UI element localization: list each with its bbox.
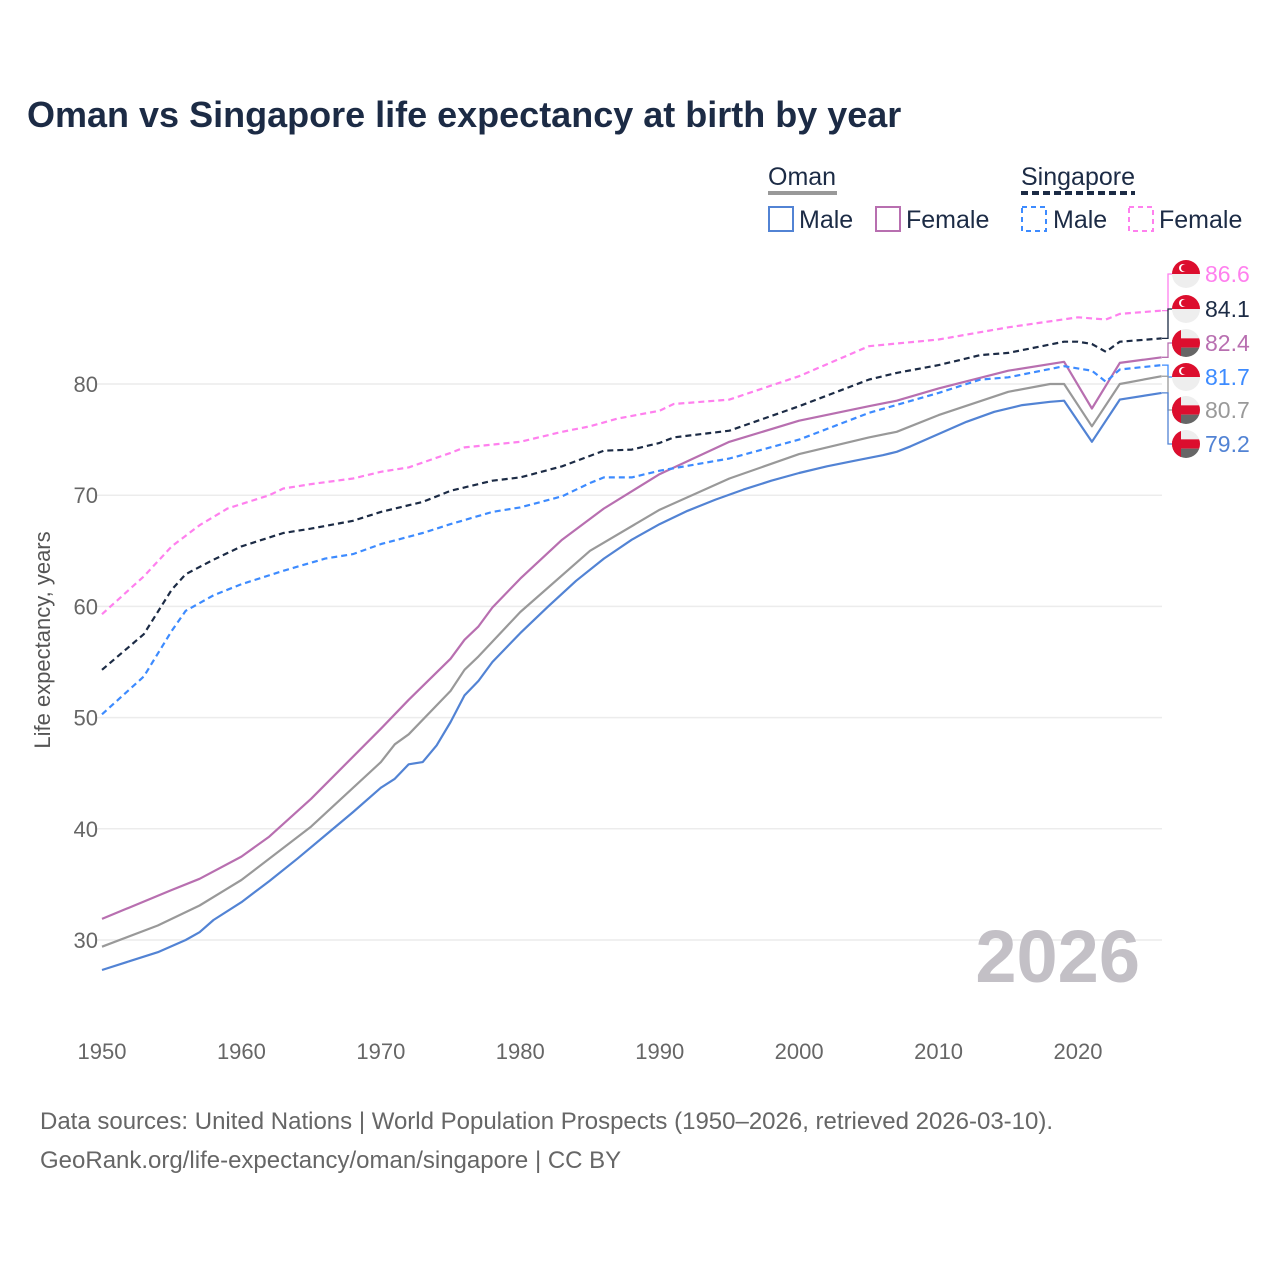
series-line-oman [101, 375, 1162, 948]
end-value-label: 86.6 [1205, 261, 1250, 287]
oman-flag-icon [1172, 329, 1200, 357]
legend: Oman Singapore Male Female Male Female [768, 163, 1242, 234]
end-value-label: 81.7 [1205, 364, 1250, 390]
legend-singapore-title: Singapore [1021, 163, 1135, 191]
x-tick-label: 2000 [775, 1039, 824, 1064]
series-line-oman-male [101, 391, 1162, 972]
legend-oman-female-swatch[interactable] [875, 206, 901, 232]
oman-flag-icon [1172, 430, 1200, 458]
y-tick-label: 80 [74, 372, 98, 397]
legend-singapore-female[interactable]: Female [1159, 206, 1242, 234]
x-tick-label: 1980 [496, 1039, 545, 1064]
legend-oman-title: Oman [768, 163, 836, 191]
footer-link[interactable]: GeoRank.org/life-expectancy/oman/singapo… [40, 1147, 622, 1174]
legend-oman-female[interactable]: Female [906, 206, 989, 234]
end-labels: 86.6 84.1 82.4 81.7 80.7 79.2 [1162, 260, 1250, 458]
legend-singapore-male[interactable]: Male [1053, 206, 1107, 234]
end-value-label: 80.7 [1205, 397, 1250, 423]
series-line-singapore [101, 337, 1162, 671]
end-label-connector [1162, 342, 1174, 358]
end-label-connector [1162, 273, 1174, 312]
axis-ticks: 30 40 50 60 70 80 1950 1960 1970 1980 1990 2000 2010… [74, 372, 1103, 1064]
y-axis-label: Life expectancy, years [30, 531, 55, 748]
end-value-label: 79.2 [1205, 431, 1250, 457]
y-tick-label: 30 [74, 928, 98, 953]
x-tick-label: 2020 [1054, 1039, 1103, 1064]
legend-oman-male-swatch[interactable] [768, 206, 794, 232]
legend-singapore-male-swatch[interactable] [1021, 206, 1047, 232]
legend-oman-male[interactable]: Male [799, 206, 853, 234]
y-tick-label: 60 [74, 594, 98, 619]
oman-flag-icon [1172, 396, 1200, 424]
y-tick-label: 40 [74, 817, 98, 842]
y-tick-label: 50 [74, 706, 98, 731]
series-lines [101, 309, 1162, 972]
end-label-connector [1162, 392, 1174, 445]
legend-singapore-female-swatch[interactable] [1128, 206, 1154, 232]
x-tick-label: 1970 [356, 1039, 405, 1064]
x-tick-label: 1990 [635, 1039, 684, 1064]
end-label-connector [1162, 308, 1174, 340]
end-label-connector [1162, 364, 1174, 378]
singapore-flag-icon [1172, 295, 1200, 323]
footer-sources: Data sources: United Nations | World Pop… [40, 1108, 1054, 1135]
chart-title: Oman vs Singapore life expectancy at bir… [27, 94, 902, 135]
year-watermark: 2026 [975, 915, 1140, 998]
grid [95, 383, 1162, 941]
series-line-singapore-female [101, 309, 1162, 616]
series-line-oman-female [101, 356, 1162, 920]
end-value-label: 84.1 [1205, 296, 1250, 322]
x-tick-label: 2010 [914, 1039, 963, 1064]
series-line-singapore-male [101, 364, 1162, 716]
x-tick-label: 1950 [78, 1039, 127, 1064]
end-value-label: 82.4 [1205, 330, 1250, 356]
y-tick-label: 70 [74, 483, 98, 508]
x-tick-label: 1960 [217, 1039, 266, 1064]
singapore-flag-icon [1172, 260, 1200, 288]
singapore-flag-icon [1172, 363, 1200, 391]
